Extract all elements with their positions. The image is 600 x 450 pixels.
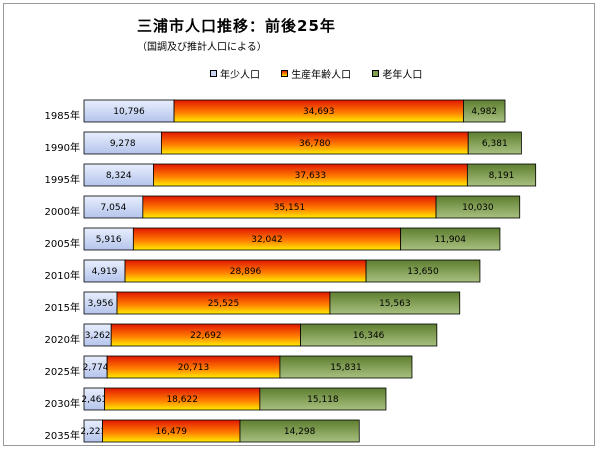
category-label: 2025年 [45, 365, 80, 378]
data-label-elderly: 10,030 [462, 203, 494, 213]
category-label: 2000年 [45, 205, 80, 218]
data-label-working: 34,693 [303, 107, 335, 117]
bar-elderly [329, 291, 461, 315]
data-label-elderly: 15,563 [379, 299, 411, 309]
bar-elderly [300, 323, 438, 347]
legend-label-elderly: 老年人口 [382, 70, 423, 81]
data-label-young: 2,461 [81, 395, 107, 405]
category-label: 2035年 [45, 429, 80, 442]
data-label-working: 18,622 [166, 395, 198, 405]
data-label-young: 2,774 [83, 363, 109, 373]
data-label-elderly: 11,904 [435, 235, 467, 245]
category-label: 2030年 [45, 397, 80, 410]
data-label-elderly: 13,650 [407, 267, 439, 277]
bar-elderly [365, 259, 481, 283]
data-label-working: 37,633 [295, 171, 327, 181]
bar-elderly [400, 227, 501, 251]
data-label-working: 16,479 [156, 427, 188, 437]
category-label: 2005年 [45, 237, 80, 250]
data-label-elderly: 8,191 [489, 171, 515, 181]
data-label-young: 3,262 [85, 331, 111, 341]
category-label: 1995年 [45, 173, 80, 186]
category-label: 1990年 [45, 141, 80, 154]
legend-item-working: 生産年齢人口 [281, 66, 351, 81]
legend-label-working: 生産年齢人口 [291, 70, 352, 81]
chart-subtitle: （国調及び推計人口による） [137, 42, 267, 53]
data-label-young: 9,278 [110, 139, 136, 149]
data-label-young: 7,054 [101, 203, 127, 213]
legend-swatch-working [281, 70, 289, 77]
category-label: 2015年 [45, 301, 80, 314]
data-label-working: 20,713 [178, 363, 210, 373]
chart-legend: 年少人口 生産年齢人口 老年人口 [210, 66, 440, 81]
data-label-working: 22,692 [190, 331, 222, 341]
data-label-elderly: 16,346 [353, 331, 385, 341]
bar-elderly [466, 163, 537, 187]
data-label-working: 36,780 [299, 139, 331, 149]
bar-elderly [435, 195, 521, 219]
bar-elderly [463, 99, 506, 123]
legend-label-young: 年少人口 [220, 70, 260, 81]
legend-swatch-elderly [372, 70, 380, 77]
bar-elderly [279, 355, 413, 379]
data-label-elderly: 14,298 [284, 427, 316, 437]
data-label-working: 25,525 [208, 299, 240, 309]
data-label-young: 2,221 [80, 427, 106, 437]
legend-item-elderly: 老年人口 [372, 66, 422, 81]
chart-title: 三浦市人口推移：前後25年 [137, 17, 336, 35]
bar-elderly [467, 131, 522, 155]
data-label-elderly: 15,831 [330, 363, 362, 373]
data-label-young: 5,916 [96, 235, 122, 245]
data-label-young: 8,324 [106, 171, 132, 181]
data-label-working: 32,042 [251, 235, 283, 245]
category-label: 2020年 [45, 333, 80, 346]
data-label-young: 3,956 [88, 299, 114, 309]
data-label-elderly: 15,118 [307, 395, 339, 405]
bar-elderly [239, 419, 360, 443]
category-label: 1985年 [45, 109, 80, 122]
bar-elderly [259, 387, 387, 411]
data-label-elderly: 6,381 [482, 139, 508, 149]
data-label-elderly: 4,982 [471, 107, 497, 117]
category-label: 2010年 [45, 269, 80, 282]
legend-item-young: 年少人口 [210, 66, 260, 81]
legend-swatch-young [210, 70, 217, 77]
data-label-young: 4,919 [92, 267, 118, 277]
data-label-working: 35,151 [274, 203, 306, 213]
data-label-young: 10,796 [113, 107, 145, 117]
data-label-working: 28,896 [230, 267, 262, 277]
